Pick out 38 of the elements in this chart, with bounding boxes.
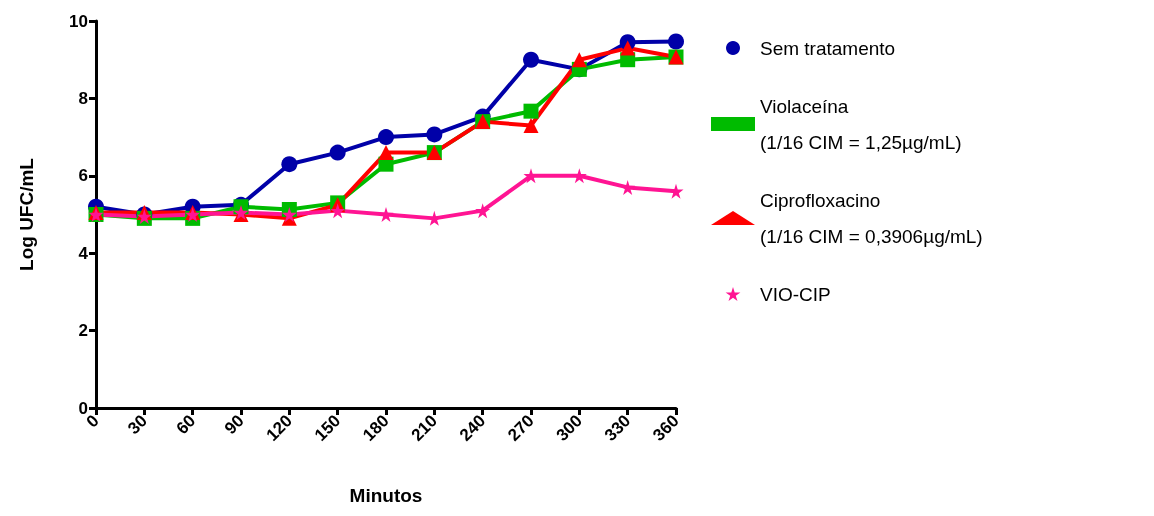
y-tick-label: 4 [78,243,89,263]
legend-label: Ciprofloxacino (1/16 CIM = 0,3906µg/mL) [760,189,983,247]
x-axis-title: Minutos [349,485,423,506]
point [620,40,636,56]
y-tick-label: 10 [69,11,88,31]
point [281,207,297,222]
x-tick-label: 90 [220,411,248,439]
point [475,203,491,219]
legend-label: Violaceína (1/16 CIM = 1,25µg/mL) [760,95,962,153]
legend-label: Sem tratamento [760,37,896,59]
x-tick-label: 150 [310,411,345,445]
x-tick-label: 210 [407,411,442,445]
y-axis-title: Log UFC/mL [16,157,37,271]
x-tick-label: 360 [649,411,683,445]
x-tick-label: 240 [455,411,490,445]
point [378,145,394,161]
y-tick-label: 0 [78,398,88,418]
point [571,52,587,68]
x-tick-label: 120 [262,411,297,445]
legend-label: VIO-CIP [760,283,831,305]
x-tick-label: 60 [172,411,200,439]
point [426,126,443,143]
x-tick-label: 330 [600,411,635,445]
y-tick-label: 6 [78,166,88,186]
point [668,33,684,50]
point [330,203,346,219]
point [281,156,298,173]
x-tick-label: 300 [552,411,587,445]
y-tick-label: 8 [78,88,88,108]
x-tick-label: 270 [504,411,538,445]
y-tick-label: 2 [78,321,88,341]
point [329,144,346,161]
point [523,51,539,68]
point [378,129,394,146]
x-tick-label: 30 [124,411,152,439]
point [523,103,539,119]
x-tick-label: 180 [359,411,393,445]
point [523,117,539,133]
